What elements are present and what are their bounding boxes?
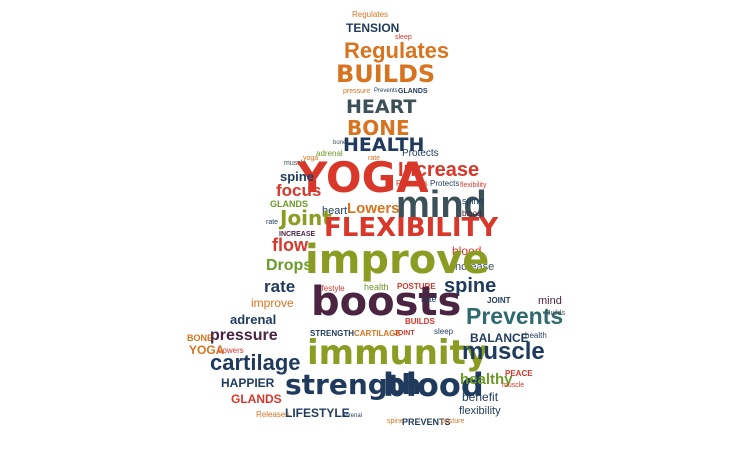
word: flexibility — [459, 405, 501, 417]
word: BALANCE — [470, 331, 529, 345]
word: improve — [251, 296, 294, 310]
word: Prevents — [374, 88, 398, 94]
word: focus — [276, 181, 322, 200]
word: heart — [322, 205, 348, 217]
word: pressure — [210, 327, 278, 344]
word: INCREASE — [279, 231, 316, 238]
word: BUILDS — [405, 317, 435, 326]
word: Joint — [280, 206, 332, 230]
word: sleep — [395, 34, 412, 41]
word: HAPPIER — [221, 376, 275, 390]
word: muscle — [502, 382, 525, 389]
word: boosts — [311, 279, 462, 325]
word: Prevents — [466, 303, 564, 329]
word: BUILDS — [336, 60, 436, 88]
word: bone — [333, 140, 347, 146]
word: immunity — [307, 333, 488, 373]
word: adrenal — [342, 413, 363, 419]
word: strength — [285, 368, 422, 401]
word: healthy — [460, 371, 513, 388]
word: blood — [462, 209, 482, 218]
word: blood — [383, 366, 484, 404]
word: mind — [538, 295, 562, 307]
word: GLANDS — [270, 199, 308, 209]
word: LIFESTYLE — [285, 406, 350, 420]
word: HEALTH — [343, 134, 425, 156]
word: Regulates — [344, 38, 450, 63]
word: Lowers — [218, 346, 244, 355]
word: YOGA — [189, 343, 225, 357]
word: GLANDS — [398, 88, 428, 95]
word: Increase — [398, 159, 480, 181]
word: yoga — [303, 155, 319, 162]
word: posture — [441, 418, 465, 425]
word: improve — [305, 237, 490, 283]
word: Increase — [452, 261, 495, 273]
word: spine — [387, 418, 404, 425]
word: Releases — [256, 410, 290, 419]
word: FLEXIBILITY — [324, 213, 499, 243]
word: YOGA — [297, 153, 429, 202]
word: JOINT — [487, 296, 511, 305]
word: Protects — [430, 179, 460, 188]
word: rate — [266, 219, 279, 226]
word: rate — [368, 155, 381, 162]
word: PREVENTS — [402, 417, 451, 427]
word: Drops — [266, 257, 313, 274]
word: Protects — [402, 148, 439, 159]
word: adrenal — [316, 149, 343, 158]
word: TENSION — [346, 21, 400, 35]
word: STRENGTH — [310, 329, 354, 338]
word: HEART — [346, 96, 417, 118]
word: GLANDS — [231, 392, 282, 406]
word: muscle — [284, 160, 307, 167]
word: Builds — [546, 310, 566, 317]
word: spine — [462, 196, 484, 206]
word: JOINT — [394, 330, 415, 337]
word: Regulates — [352, 10, 389, 19]
word: muscle — [462, 338, 545, 365]
word: rate — [264, 277, 296, 296]
word: health — [525, 331, 547, 340]
word: health — [364, 282, 389, 292]
word: flexibility — [460, 182, 487, 189]
word: adrenal — [230, 312, 277, 327]
word: flow — [272, 235, 308, 255]
word: Prevents — [396, 179, 428, 188]
word: POSTURE — [397, 282, 436, 291]
word: sleep — [434, 327, 454, 336]
word: spine — [280, 169, 314, 184]
word: pressure — [343, 88, 371, 95]
word: rate — [421, 294, 437, 304]
word: mind — [396, 184, 487, 226]
word: lifestyle — [318, 284, 345, 293]
word: BONE — [187, 333, 214, 343]
word: BONE — [347, 116, 410, 140]
word: blood — [452, 244, 482, 258]
word: benefit — [462, 390, 499, 404]
word: CARTILAGE — [354, 329, 401, 338]
word: spine — [444, 275, 497, 297]
word: Lowers — [347, 200, 400, 217]
word: PEACE — [505, 369, 533, 378]
word: cartilage — [210, 350, 301, 375]
